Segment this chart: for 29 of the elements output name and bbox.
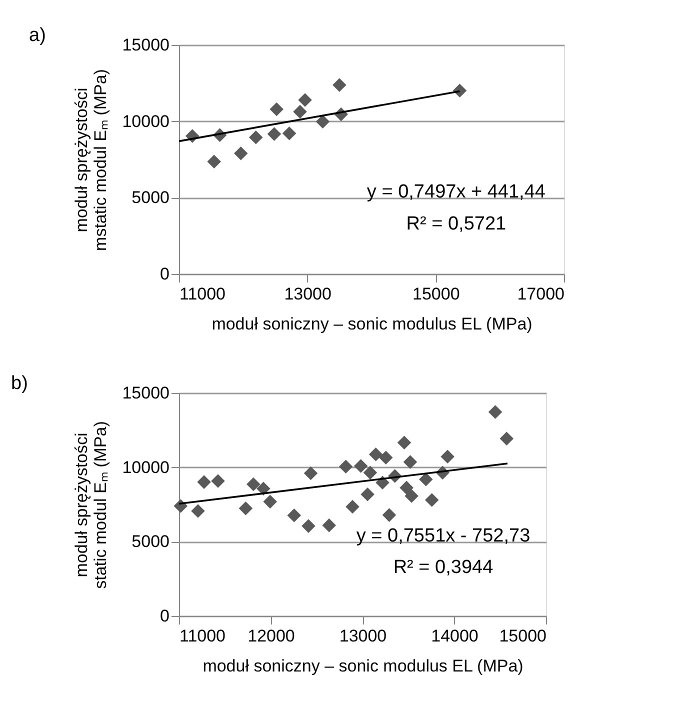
x-axis-title: moduł soniczny – sonic modulus EL (MPa) — [202, 656, 524, 676]
x-tick-label: 15000 — [499, 626, 546, 646]
y-tick-label: 0 — [160, 606, 170, 626]
text: moduł sprężystości — [72, 88, 92, 232]
text: a) — [29, 25, 46, 46]
y-tick-label: 5000 — [132, 532, 170, 552]
y-tick-label: 5000 — [132, 188, 170, 208]
x-tick-label: 17000 — [517, 284, 564, 304]
annotation: y = 0,7551x - 752,73 — [356, 526, 530, 547]
annotation: R² = 0,3944 — [393, 556, 494, 578]
x-tick-label: 14000 — [431, 626, 478, 646]
text: b) — [11, 373, 28, 394]
y-tick-label: 15000 — [122, 36, 170, 54]
annotation: y = 0,7497x + 441,44 — [366, 182, 546, 203]
text: static modul Eₘ (MPa) — [91, 421, 110, 589]
y-tick-label: 10000 — [122, 112, 170, 131]
text: mstatic modul Eₘ (MPa) — [91, 69, 110, 251]
y-tick-label: 0 — [160, 264, 170, 284]
x-axis-title: moduł soniczny – sonic modulus EL (MPa) — [212, 314, 532, 334]
x-tick-label: 11000 — [180, 626, 226, 646]
text: moduł sprężystości — [72, 432, 92, 578]
x-tick-label: 15000 — [412, 284, 460, 304]
y-tick-label: 15000 — [122, 384, 170, 402]
x-tick-label: 11000 — [180, 284, 226, 304]
x-tick-label: 13000 — [284, 284, 332, 304]
x-tick-label: 13000 — [339, 626, 387, 646]
y-tick-label: 10000 — [122, 458, 170, 477]
x-tick-label: 12000 — [248, 626, 295, 646]
annotation: R² = 0,5721 — [406, 214, 506, 235]
